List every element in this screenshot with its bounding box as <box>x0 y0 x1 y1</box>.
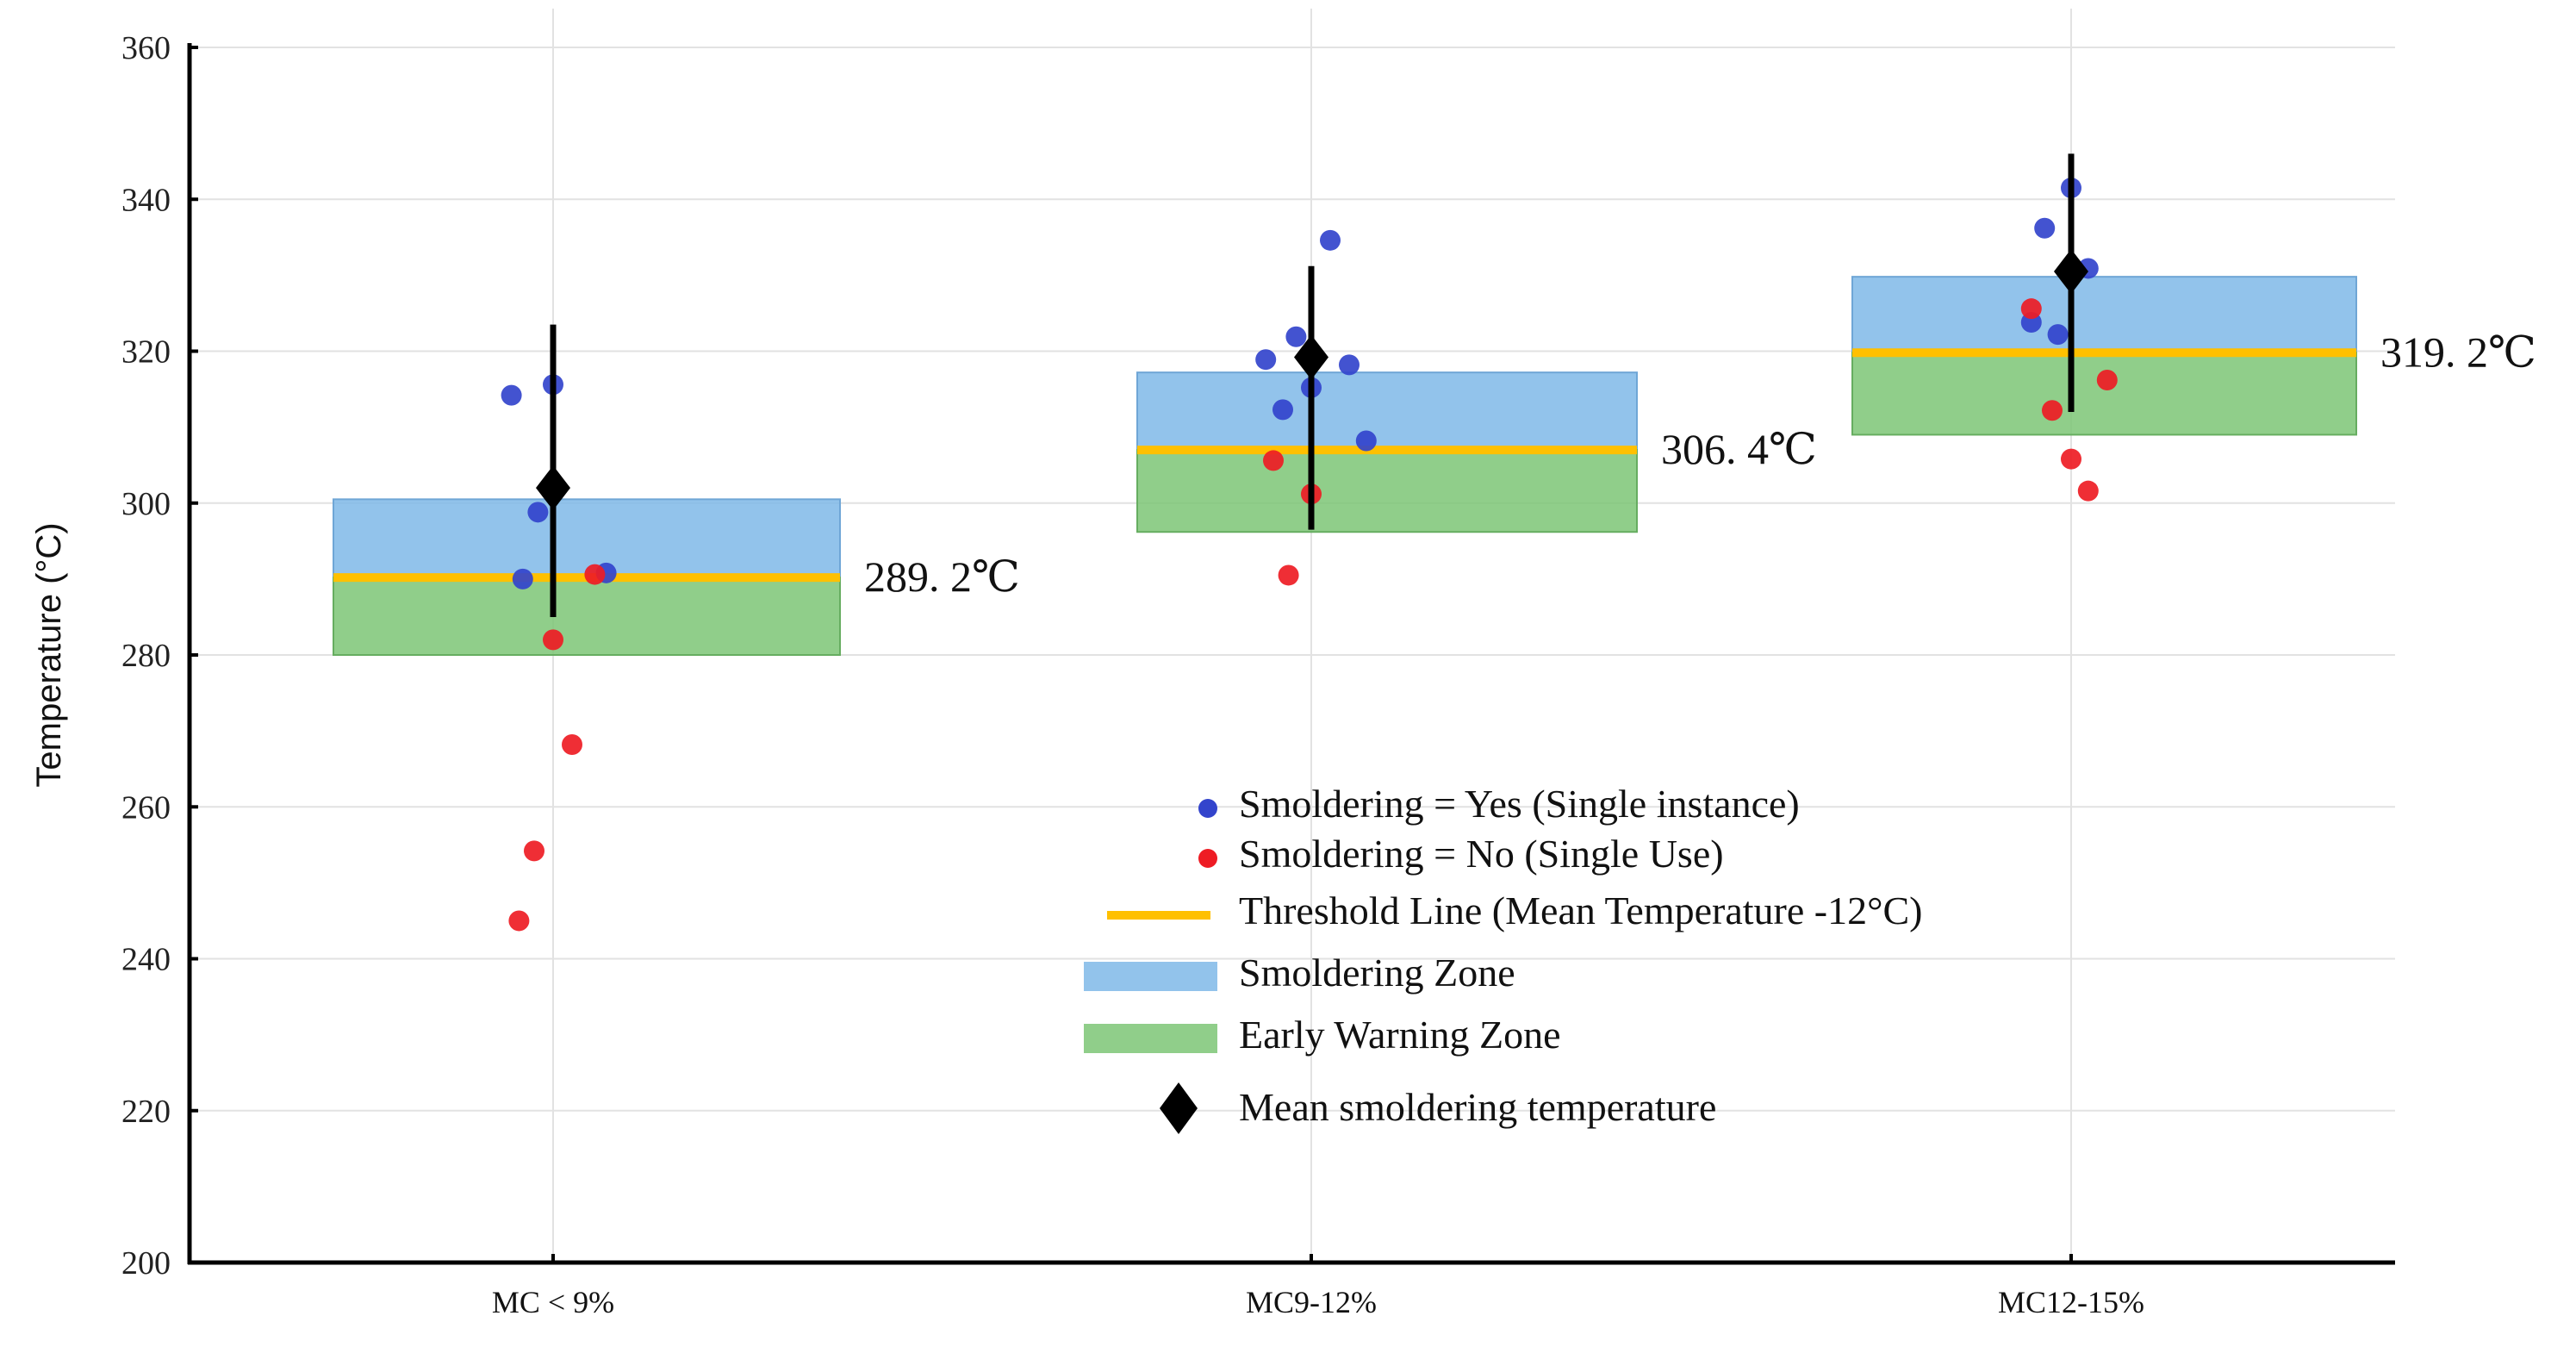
point-smoldering-yes <box>1339 354 1360 376</box>
y-tick-label: 340 <box>121 182 171 218</box>
y-tick-label: 360 <box>121 30 171 66</box>
point-smoldering-no <box>562 733 582 755</box>
y-tick-label: 300 <box>121 486 171 522</box>
smoldering-zone <box>333 498 841 579</box>
y-tick-label: 240 <box>121 942 171 978</box>
smoldering-zone <box>1136 371 1638 452</box>
y-tick-label: 220 <box>121 1094 171 1130</box>
point-smoldering-yes <box>1285 326 1307 347</box>
legend-label-smoldering_zone: Smoldering Zone <box>1239 951 1515 995</box>
point-smoldering-yes <box>1272 399 1293 421</box>
point-smoldering-no <box>524 840 544 862</box>
point-smoldering-yes <box>501 384 522 406</box>
smoldering-zone <box>1851 276 2357 354</box>
legend-label-yes: Smoldering = Yes (Single instance) <box>1239 782 1800 826</box>
mean-marker <box>2054 248 2088 294</box>
point-smoldering-yes <box>2034 217 2056 239</box>
legend-symbol-smoldering_zone <box>1084 962 1217 991</box>
mean-marker <box>536 465 570 511</box>
legend-label-mean: Mean smoldering temperature <box>1239 1085 1716 1129</box>
point-smoldering-no <box>2096 369 2118 390</box>
point-smoldering-no <box>2061 448 2081 470</box>
y-tick-label: 260 <box>121 789 171 826</box>
tick-labels: 200 220 240 260 280 300 320 340 360 MC < 9% MC9-12… <box>121 30 2144 1319</box>
x-tick-label: MC < 9% <box>492 1285 614 1319</box>
legend-symbol-mean <box>1160 1082 1198 1134</box>
legend-symbol-yes <box>1198 799 1217 818</box>
x-tick-label: MC12-15% <box>1998 1285 2144 1319</box>
axes <box>187 43 2395 1265</box>
point-smoldering-yes <box>1320 229 1341 251</box>
threshold-label: 319. 2℃ <box>2380 327 2536 376</box>
legend-label-no: Smoldering = No (Single Use) <box>1239 832 1724 876</box>
point-smoldering-no <box>584 564 606 585</box>
threshold-label: 289. 2℃ <box>864 552 1020 601</box>
legend-symbol-warning_zone <box>1084 1024 1217 1053</box>
legend-label-threshold: Threshold Line (Mean Temperature -12°C) <box>1239 889 1923 932</box>
x-tick-label: MC9-12% <box>1246 1285 1377 1319</box>
early-warning-zone <box>1136 449 1638 533</box>
point-smoldering-yes <box>512 568 533 589</box>
point-smoldering-yes <box>1355 430 1377 452</box>
y-axis-label: Temperature (°C) <box>30 522 68 787</box>
point-smoldering-no <box>2020 298 2042 320</box>
point-smoldering-yes <box>527 502 549 523</box>
point-smoldering-no <box>1263 450 1284 471</box>
point-smoldering-yes <box>1255 349 1277 371</box>
legend-symbol-no <box>1198 849 1217 868</box>
point-smoldering-no <box>543 629 563 651</box>
early-warning-zone <box>333 577 841 656</box>
y-tick-label: 200 <box>121 1245 171 1282</box>
legend: Smoldering = Yes (Single instance) Smolde… <box>1084 782 1923 1134</box>
point-smoldering-no <box>1278 564 1299 586</box>
point-smoldering-no <box>2042 400 2063 421</box>
threshold-labels: 289. 2℃ 306. 4℃ 319. 2℃ <box>864 327 2536 601</box>
point-smoldering-no <box>508 910 530 932</box>
legend-label-warning_zone: Early Warning Zone <box>1239 1013 1561 1057</box>
point-smoldering-no <box>2077 480 2099 502</box>
y-tick-label: 280 <box>121 638 171 674</box>
threshold-label: 306. 4℃ <box>1661 425 1817 473</box>
early-warning-zone <box>1851 352 2357 436</box>
error-bars <box>536 153 2088 617</box>
point-smoldering-yes <box>2047 324 2069 346</box>
y-tick-label: 320 <box>121 334 171 371</box>
zones <box>333 276 2357 656</box>
mean-marker <box>1294 334 1328 380</box>
